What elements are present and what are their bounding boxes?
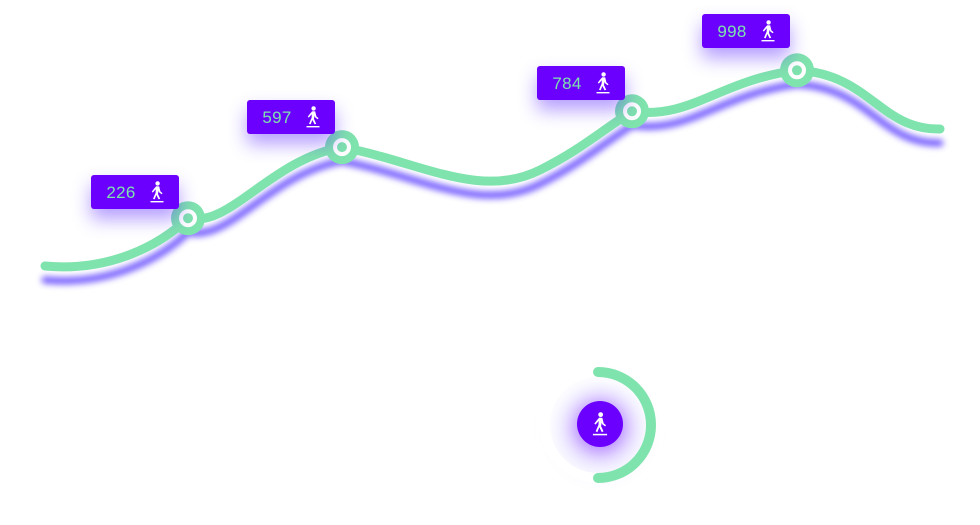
data-point-4[interactable]: [780, 53, 814, 88]
data-label-value: 784: [552, 73, 582, 93]
data-label-value: 226: [106, 182, 136, 202]
progress-ring: [540, 367, 656, 483]
data-label-tag-2[interactable]: 597: [247, 100, 335, 134]
data-label-tag-3[interactable]: 784: [537, 66, 625, 100]
walking-person-icon: [150, 181, 164, 203]
data-label-tag-1[interactable]: 226: [91, 175, 179, 209]
ring-progress-arc: [593, 367, 656, 483]
data-point-ring-4: [788, 61, 806, 80]
data-point-3[interactable]: [615, 94, 649, 129]
data-point-2[interactable]: [325, 130, 359, 165]
data-label-tag-4[interactable]: 998: [702, 14, 790, 48]
data-label-value: 597: [262, 107, 292, 127]
data-point-ring-3: [623, 102, 641, 121]
data-label-value: 998: [717, 21, 747, 41]
walking-person-icon: [596, 72, 610, 94]
walking-person-icon: [761, 20, 775, 42]
data-point-1[interactable]: [171, 201, 205, 236]
data-point-ring-2: [333, 138, 351, 157]
data-point-ring-1: [179, 209, 197, 228]
walking-person-icon: [306, 106, 320, 128]
